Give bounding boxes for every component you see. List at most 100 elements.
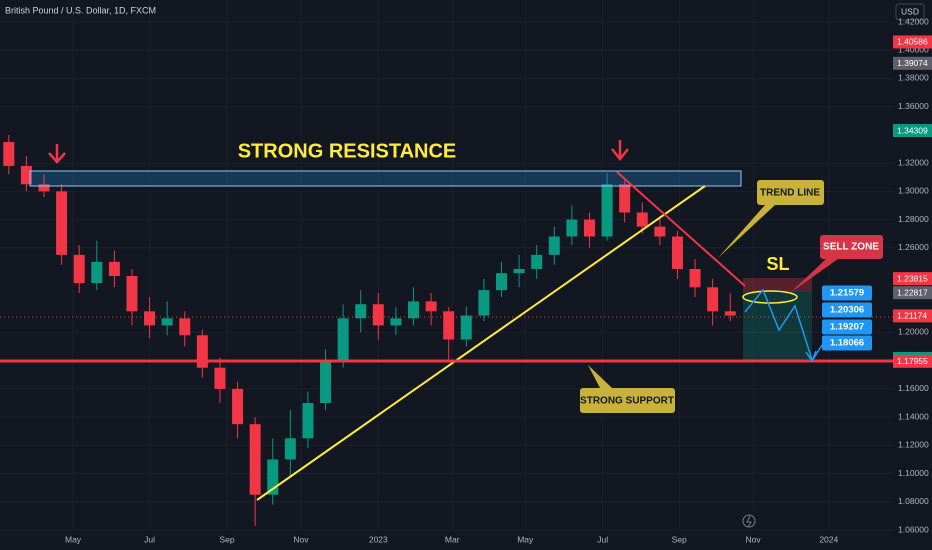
candle-body: [355, 304, 367, 319]
candle-body: [161, 318, 173, 326]
callout-pointer: [790, 259, 838, 293]
candles: [3, 134, 736, 526]
candle-body: [232, 388, 244, 425]
x-tick-label: Mar: [445, 534, 460, 544]
candle-body: [302, 403, 314, 439]
candle-body: [108, 261, 120, 277]
candle-body: [495, 273, 507, 291]
target-box: [822, 335, 872, 351]
y-tick-label: 1.12000: [898, 440, 929, 450]
price-badge-label: 1.39074: [897, 58, 928, 68]
price-badge-label: 1.34309: [897, 125, 928, 135]
candle-body: [214, 367, 226, 389]
y-tick-label: 1.36000: [898, 101, 929, 111]
y-tick-label: 1.06000: [898, 524, 929, 534]
replay-icon: [746, 515, 752, 528]
x-tick-label: 2023: [369, 534, 388, 544]
target-label: 1.19207: [830, 322, 864, 333]
y-tick-label: 1.32000: [898, 157, 929, 167]
x-tick-label: May: [65, 534, 82, 544]
projection: [811, 344, 823, 362]
targets: 1.21579 1.20306 1.19207 1.18066: [822, 285, 872, 351]
grid: [0, 0, 893, 530]
price-badge-label: 1.21174: [897, 311, 927, 321]
candle-body: [671, 236, 683, 269]
support-label: STRONG SUPPORT: [580, 396, 674, 407]
candle-body: [249, 424, 261, 495]
candle-body: [443, 311, 455, 340]
candle-body: [390, 318, 402, 326]
x-tick-label: Nov: [746, 534, 762, 544]
trend-line-label: TREND LINE: [760, 188, 820, 199]
price-badge: [893, 124, 932, 138]
x-tick-label: Sep: [219, 534, 234, 544]
candle-body: [619, 184, 631, 213]
projection: [744, 288, 813, 361]
y-tick-label: 1.08000: [898, 496, 929, 506]
x-tick-label: Nov: [293, 534, 309, 544]
price-badge: [893, 56, 932, 70]
target-box: [822, 302, 872, 318]
y-tick-label: 1.26000: [898, 242, 929, 252]
sl-label: SL: [766, 254, 789, 274]
price-badge-label: 1.17955: [897, 356, 928, 366]
y-tick-label: 1.14000: [898, 411, 929, 421]
callout-box: [580, 388, 675, 413]
candle-body: [724, 311, 736, 316]
candle-body: [531, 254, 543, 269]
candle-body: [548, 236, 560, 255]
candle-body: [601, 184, 613, 237]
arrow: [48, 140, 629, 164]
y-tick-label: 1.16000: [898, 383, 929, 393]
candle-body: [372, 304, 384, 326]
y-tick-label: 1.28000: [898, 214, 929, 224]
candle-body: [636, 212, 648, 227]
candle-body: [91, 261, 103, 284]
axes: 1.06000 1.08000 1.10000 1.12000 1.14000 1.160…: [65, 16, 932, 544]
target-box: [822, 285, 872, 301]
trend-line: [256, 185, 706, 501]
x-tick-label: Jul: [144, 534, 155, 544]
candle-body: [408, 301, 420, 319]
target-box: [822, 319, 872, 335]
candle-body: [73, 254, 85, 284]
y-tick-label: 1.30000: [898, 186, 929, 196]
y-tick-label: 1.20000: [898, 327, 929, 337]
y-tick-label: 1.42000: [898, 16, 929, 26]
price-badge-label: 1.40586: [897, 37, 928, 47]
target-label: 1.21579: [830, 288, 864, 299]
candle-body: [566, 219, 578, 237]
candle-body: [3, 141, 15, 166]
chart-title: British Pound / U.S. Dollar, 1D, FXCM: [5, 5, 156, 15]
x-tick-label: 2024: [819, 534, 838, 544]
candle-body: [583, 219, 595, 237]
x-tick-label: May: [517, 534, 534, 544]
callout-pointer: [588, 365, 612, 388]
candle-body: [654, 226, 666, 237]
target-label: 1.18066: [830, 338, 864, 349]
price-badge-label: 1.22817: [897, 287, 928, 297]
currency-button[interactable]: [895, 3, 925, 21]
callout-pointer: [718, 205, 775, 258]
candle-body: [320, 360, 332, 404]
candle-body: [460, 315, 472, 340]
candle-body: [144, 311, 156, 326]
sell-zone-label: SELL ZONE: [823, 242, 879, 253]
currency[interactable]: USD: [901, 6, 919, 16]
price-badge: [893, 309, 932, 323]
candle-body: [425, 301, 437, 312]
x-tick-label: Jul: [597, 534, 608, 544]
candle-body: [689, 268, 701, 288]
candle-body: [56, 191, 68, 255]
y-tick-label: 1.38000: [898, 73, 929, 83]
candle-body: [337, 318, 349, 361]
candle-body: [284, 438, 296, 460]
candle-body: [38, 184, 50, 192]
callout-box: [757, 180, 824, 205]
stop-zone: [743, 278, 812, 292]
candle-body: [196, 335, 208, 368]
price-badge: [893, 272, 932, 286]
sl-ellipse: [742, 290, 798, 304]
